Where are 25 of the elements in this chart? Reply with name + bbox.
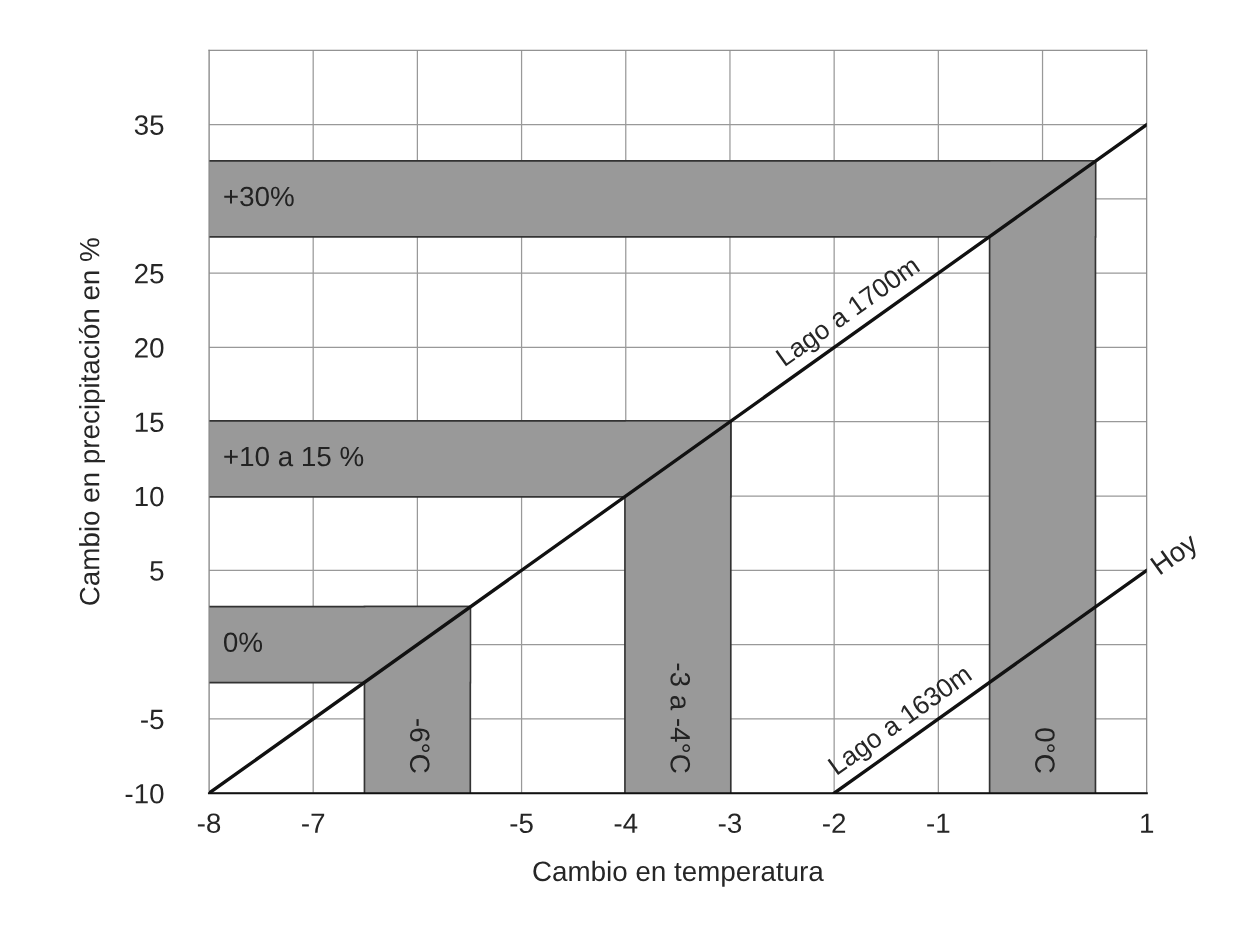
annotation: Hoy <box>1149 531 1203 580</box>
x-tick-label: -1 <box>927 813 950 833</box>
y-tick-label: 25 <box>135 263 164 284</box>
series-label: 0°C <box>1035 728 1055 773</box>
series-label: +10 a 15 % <box>224 446 364 467</box>
y-tick-label: 35 <box>134 115 164 135</box>
y-axis-title: Cambio en precipitación en % <box>78 238 105 605</box>
series-label: -3 a -4°C <box>670 663 691 773</box>
series-label: 0% <box>223 632 263 653</box>
x-tick-label: -5 <box>510 813 533 834</box>
y-tick-label: -10 <box>125 783 164 804</box>
y-tick-label: 15 <box>135 412 164 433</box>
y-tick-label: 20 <box>135 338 164 358</box>
x-tick-label: -8 <box>197 813 221 834</box>
x-tick-label: -3 <box>718 813 742 834</box>
x-axis-title: Cambio en temperatura <box>533 860 824 887</box>
x-tick-label: 1 <box>1141 813 1154 833</box>
y-tick-label: 5 <box>150 561 164 581</box>
y-tick-label: -5 <box>141 709 164 730</box>
series-label: +30% <box>224 186 294 207</box>
y-tick-label: 10 <box>135 486 164 507</box>
x-tick-label: -7 <box>302 813 325 833</box>
series-label: -6°C <box>409 719 430 773</box>
x-tick-label: -2 <box>823 813 846 833</box>
x-tick-label: -4 <box>614 813 638 833</box>
